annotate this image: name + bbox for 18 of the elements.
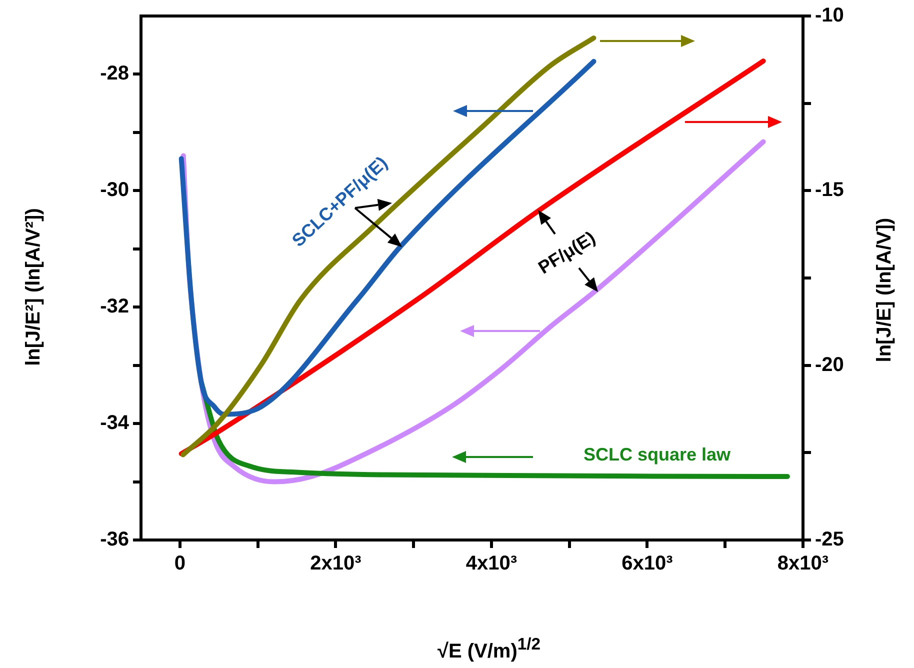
y-tick-label: -28: [100, 62, 129, 85]
y-axis-title: ln[J/E²] (ln[A/V²]): [22, 208, 46, 366]
y2-tick-label: -25: [815, 528, 844, 551]
y-tick-label: -30: [100, 179, 129, 202]
x-tick-label: 6x10³: [622, 552, 674, 575]
x-tick-label: 2x10³: [310, 552, 362, 575]
x-tick-label: 0: [174, 552, 186, 575]
y2-tick-label: -10: [815, 4, 844, 27]
annotation: SCLC square law: [583, 444, 731, 466]
y2-tick-label: -20: [815, 354, 844, 376]
y-tick-label: -36: [100, 528, 129, 551]
x-axis-title: √E (V/m)$^{1/2}$: [437, 634, 541, 664]
x-tick-label: 4x10³: [466, 552, 518, 575]
x-tick-label: 8x10³: [777, 552, 829, 575]
y-tick-label: -34: [100, 412, 130, 434]
y2-axis-title: ln[J/E] (ln[A/V]): [874, 218, 896, 362]
y-tick-label: -32: [100, 296, 129, 318]
y2-tick-label: -15: [815, 179, 844, 202]
